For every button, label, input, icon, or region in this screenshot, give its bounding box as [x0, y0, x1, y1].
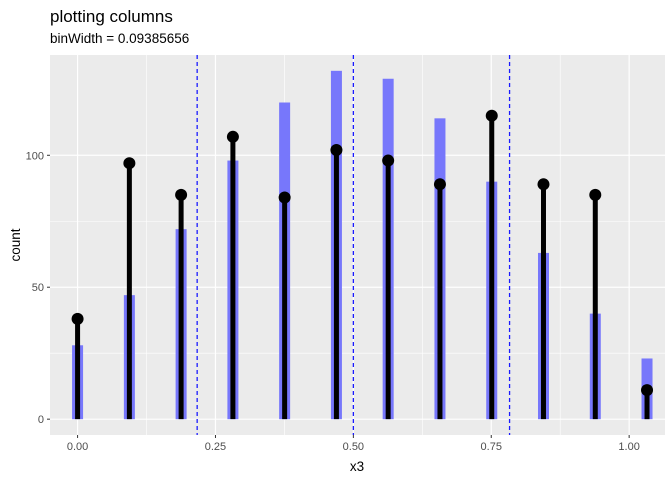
chart-subtitle: binWidth = 0.09385656	[50, 31, 189, 46]
lollipop-point	[330, 144, 343, 156]
y-axis-title: count	[8, 228, 23, 261]
x-tick-label: 0.25	[205, 441, 226, 453]
lollipop-point	[537, 178, 550, 191]
lollipop-point	[485, 109, 498, 122]
x-tick-label: 0.00	[67, 441, 88, 453]
x-tick-label: 0.50	[343, 441, 364, 453]
lollipop-point	[71, 312, 84, 325]
lollipop-point	[175, 188, 188, 201]
reference-lines-layer	[196, 55, 511, 435]
lollipop-point	[123, 157, 136, 170]
x-tick-label: 1.00	[618, 441, 639, 453]
lollipop-point	[382, 154, 395, 167]
x-tick-label: 0.75	[481, 441, 502, 453]
chart-title: plotting columns	[50, 7, 173, 26]
y-tick-label: 50	[32, 282, 44, 294]
y-tick-label: 100	[26, 150, 44, 162]
x-axis-title: x3	[350, 459, 364, 474]
lollipop-point	[278, 191, 291, 204]
lollipop-point	[589, 188, 602, 201]
x-axis: 0.00 0.25 0.50 0.75 1.00	[67, 435, 640, 453]
plot-panel	[50, 55, 665, 435]
y-axis: 0 50 100	[26, 150, 50, 426]
lollipop-point	[641, 384, 654, 397]
lollipops-layer	[71, 109, 654, 420]
lollipop-point	[433, 178, 446, 191]
y-tick-label: 0	[38, 414, 44, 426]
lollipop-point	[226, 130, 239, 143]
